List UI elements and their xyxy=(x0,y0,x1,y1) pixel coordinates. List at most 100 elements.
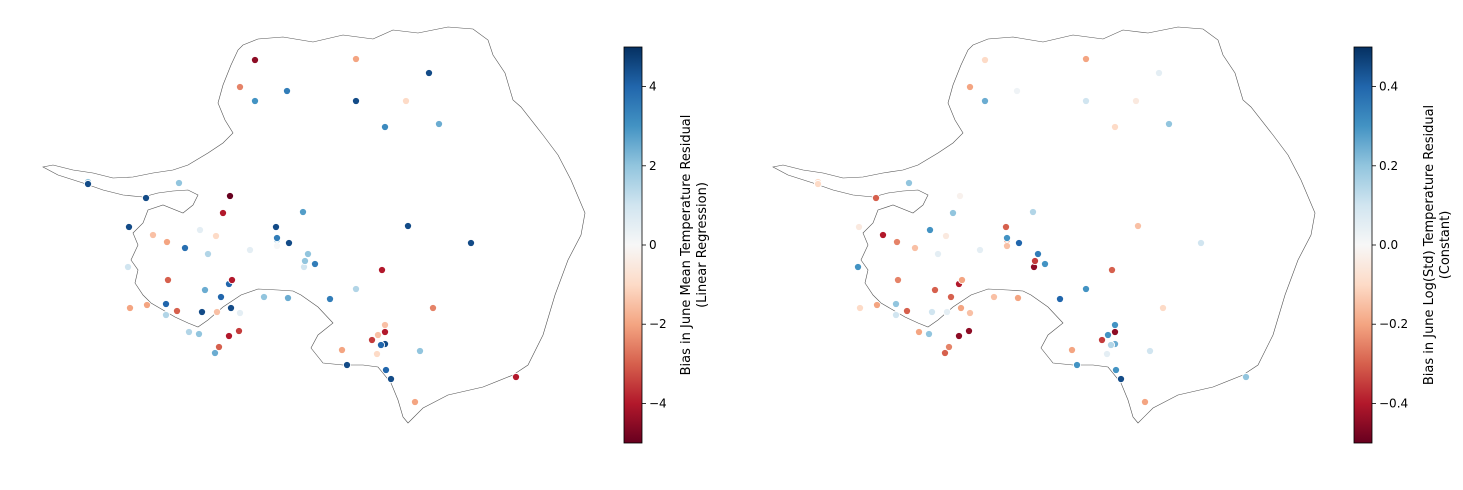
station-point xyxy=(1028,207,1038,217)
station-point xyxy=(1196,238,1206,248)
station-point xyxy=(925,225,935,235)
station-point xyxy=(372,349,382,359)
station-point xyxy=(944,342,954,352)
station-point xyxy=(235,308,245,318)
station-point xyxy=(142,300,152,310)
station-point xyxy=(1133,221,1143,231)
station-point xyxy=(1154,68,1164,78)
colorbar-tick-label: −0.4 xyxy=(1379,396,1408,410)
station-point xyxy=(1001,222,1011,232)
station-point xyxy=(351,54,361,64)
station-point xyxy=(1111,365,1121,375)
station-point xyxy=(924,329,934,339)
station-point xyxy=(380,122,390,132)
station-point xyxy=(1033,249,1043,259)
station-point xyxy=(957,275,967,285)
station-point xyxy=(381,365,391,375)
station-point xyxy=(163,275,173,285)
station-point xyxy=(948,208,958,218)
station-point xyxy=(975,245,985,255)
station-point xyxy=(955,191,965,201)
station-point xyxy=(1081,284,1091,294)
station-point xyxy=(914,327,924,337)
station-point xyxy=(854,222,864,232)
station-point xyxy=(282,86,292,96)
map-panel-mean-bias xyxy=(42,26,586,424)
station-point xyxy=(376,340,386,350)
station-point xyxy=(1067,345,1077,355)
station-point xyxy=(878,230,888,240)
station-point xyxy=(1055,294,1065,304)
colorbar-tick-label: 2 xyxy=(649,159,657,173)
station-point xyxy=(310,259,320,269)
station-point xyxy=(216,292,226,302)
station-point xyxy=(1116,374,1126,384)
station-point xyxy=(964,326,974,336)
station-point xyxy=(298,207,308,217)
station-point xyxy=(1072,360,1082,370)
map-panel-logstd-bias xyxy=(772,26,1316,424)
antarctica-coastline xyxy=(772,26,1316,424)
station-point xyxy=(980,96,990,106)
colorbar-tick-label: 0 xyxy=(649,238,657,252)
station-point xyxy=(1131,96,1141,106)
colorbar-mean-bias: 4 2 0 −2 −4 Bias in June Mean Temperature Re… xyxy=(623,46,710,444)
station-point xyxy=(940,348,950,358)
station-point xyxy=(1097,335,1107,345)
station-point xyxy=(1014,238,1024,248)
station-point xyxy=(813,179,823,189)
station-point xyxy=(203,249,213,259)
station-point xyxy=(428,303,438,313)
station-point xyxy=(225,191,235,201)
station-point xyxy=(954,331,964,341)
station-points xyxy=(83,54,521,407)
station-point xyxy=(214,342,224,352)
station-point xyxy=(965,308,975,318)
station-point xyxy=(148,230,158,240)
station-point xyxy=(855,303,865,313)
station-point xyxy=(283,293,293,303)
station-point xyxy=(124,222,134,232)
colorbar-ticks: 0.4 0.2 0.0 −0.2 −0.4 xyxy=(1372,80,1408,410)
station-point xyxy=(380,320,390,330)
station-point xyxy=(300,256,310,266)
colorbar-tick-label: 0.2 xyxy=(1379,159,1398,173)
station-point xyxy=(1106,340,1116,350)
station-point xyxy=(1081,96,1091,106)
station-point xyxy=(1002,241,1012,251)
colorbar-tick-label: 0.0 xyxy=(1379,238,1398,252)
station-points xyxy=(813,54,1251,407)
station-point xyxy=(194,329,204,339)
station-point xyxy=(511,372,521,382)
station-point xyxy=(1241,372,1251,382)
station-point xyxy=(930,285,940,295)
colorbar-gradient xyxy=(623,46,643,444)
station-point xyxy=(161,299,171,309)
station-point xyxy=(1013,293,1023,303)
station-point xyxy=(403,221,413,231)
station-point xyxy=(904,178,914,188)
colorbar-label-line1: Bias in June Log(Std) Temperature Residu… xyxy=(1422,105,1437,385)
station-point xyxy=(893,275,903,285)
station-point xyxy=(303,249,313,259)
station-point xyxy=(853,262,863,272)
station-point xyxy=(1145,346,1155,356)
station-point xyxy=(1164,119,1174,129)
station-point xyxy=(933,249,943,259)
station-point xyxy=(941,231,951,241)
station-point xyxy=(373,330,383,340)
station-point xyxy=(946,292,956,302)
station-point xyxy=(434,119,444,129)
station-point xyxy=(272,233,282,243)
station-point xyxy=(891,310,901,320)
station-point xyxy=(259,292,269,302)
station-point xyxy=(377,265,387,275)
station-point xyxy=(891,299,901,309)
station-point xyxy=(351,96,361,106)
station-point xyxy=(174,178,184,188)
colorbar-ticks: 4 2 0 −2 −4 xyxy=(642,80,667,410)
station-point xyxy=(1030,256,1040,266)
station-point xyxy=(466,238,476,248)
station-point xyxy=(227,275,237,285)
